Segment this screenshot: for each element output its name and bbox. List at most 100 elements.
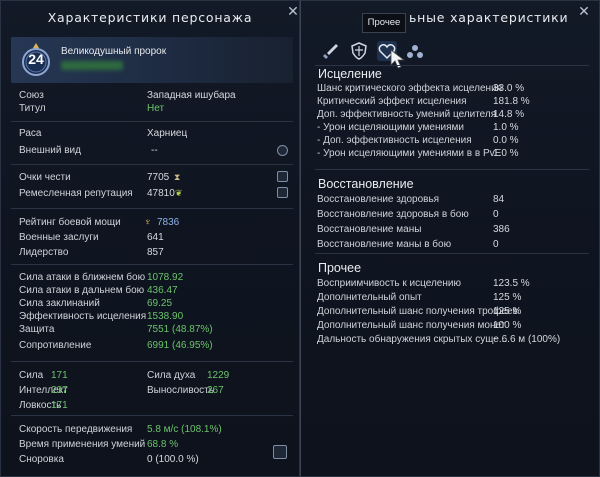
agility-label: Ловкость xyxy=(19,400,62,411)
heal-received-label: Восприимчивость к исцелению xyxy=(317,278,461,289)
divider xyxy=(11,415,293,416)
speed-section: Скорость передвижения 5.8 м/с (108.1%) Вр… xyxy=(11,423,293,466)
combat-section: Сила атаки в ближнем бою 1078.92 Сила ата… xyxy=(11,271,293,352)
spell-value: 69.25 xyxy=(147,298,173,309)
extra-coins-value: 100 % xyxy=(493,320,522,331)
dots-tab-icon[interactable] xyxy=(405,41,425,61)
spell-label: Сила заклинаний xyxy=(19,298,100,309)
divider xyxy=(11,164,293,165)
extra-exp-label: Дополнительный опыт xyxy=(317,292,422,303)
move-speed-label: Скорость передвижения xyxy=(19,424,133,435)
intellect-label: Интеллект xyxy=(19,385,68,396)
extra-loot-value: 125 % xyxy=(493,306,522,317)
trident-icon: ♆ xyxy=(144,217,152,228)
detection-range-value: ~ 6.6 м (100%) xyxy=(493,334,561,345)
heal-damage-value: 1.0 % xyxy=(493,122,519,133)
extra-loot-label: Дополнительный шанс получения трофеев xyxy=(317,306,518,317)
military-section: Рейтинг боевой мощи ♆ 7836 Военные заслуги… xyxy=(11,216,293,259)
hp-regen-value: 84 xyxy=(493,194,505,205)
cast-time-value: 68.8 % xyxy=(147,439,179,450)
leadership-value: 857 xyxy=(147,247,164,258)
stamina-label: Выносливость xyxy=(147,385,214,396)
divider xyxy=(11,121,293,122)
gear-score-label: Рейтинг боевой мощи xyxy=(19,217,121,228)
panel-title: ьные характеристики xyxy=(409,10,569,25)
extra-coins-label: Дополнительный шанс получения монет xyxy=(317,320,506,331)
shop-cart-icon[interactable] xyxy=(277,171,288,182)
faction-label: Союз xyxy=(19,90,44,101)
heal-eff-value: 1538.90 xyxy=(147,311,184,322)
mp-regen-combat-label: Восстановление маны в бою xyxy=(317,239,452,250)
refresh-icon[interactable] xyxy=(277,145,288,156)
intellect-value: 237 xyxy=(51,385,68,396)
hp-regen-label: Восстановление здоровья xyxy=(317,194,440,205)
crit-heal-effect-value: 181.8 % xyxy=(493,96,530,107)
hp-regen-combat-value: 0 xyxy=(493,209,499,220)
close-icon[interactable]: ✕ xyxy=(287,3,299,19)
honor-value: 7705 xyxy=(147,172,170,183)
extra-heal-eff-value: 0.0 % xyxy=(493,135,519,146)
ranged-value: 436.47 xyxy=(147,285,178,296)
healer-eff-value: 14.8 % xyxy=(493,109,525,120)
list-icon[interactable] xyxy=(273,445,287,459)
shield-tab-icon[interactable] xyxy=(349,41,369,61)
melee-label: Сила атаки в ближнем бою xyxy=(19,272,146,283)
appearance-label: Внешний вид xyxy=(19,145,81,156)
heal-damage-label: - Урон исцеляющими умениями xyxy=(317,122,464,133)
heal-received-value: 123.5 % xyxy=(493,278,530,289)
character-name: Великодушный пророк xyxy=(61,46,167,57)
heal-eff-label: Эффективность исцеления xyxy=(19,311,147,322)
shop-cart-icon[interactable] xyxy=(277,187,288,198)
military-merit-value: 641 xyxy=(147,232,164,243)
mp-regen-combat-value: 0 xyxy=(493,239,499,250)
regen-heading: Восстановление xyxy=(318,177,414,191)
craft-rep-value: 47810 xyxy=(147,188,175,199)
other-section: Восприимчивость к исцелению 123.5 % Допол… xyxy=(313,277,591,346)
title-label: Титул xyxy=(19,103,46,114)
divider xyxy=(11,208,293,209)
cursor-icon xyxy=(390,49,406,69)
melee-value: 1078.92 xyxy=(147,272,184,283)
cast-time-label: Время применения умений xyxy=(19,439,146,450)
defense-value: 7551 (48.87%) xyxy=(147,324,213,335)
strength-label: Сила xyxy=(19,370,44,381)
divider xyxy=(315,169,589,170)
resist-value: 6991 (46.95%) xyxy=(147,340,213,351)
hp-regen-combat-label: Восстановление здоровья в бою xyxy=(317,209,469,220)
race-value: Харниец xyxy=(147,128,188,139)
spirit-value: 1229 xyxy=(207,370,230,381)
agility-value: 171 xyxy=(51,400,68,411)
crit-heal-effect-label: Критический эффект исцеления xyxy=(317,96,467,107)
panel-title: Характеристики персонажа xyxy=(47,10,253,25)
regen-section: Восстановление здоровья 84 Восстановление… xyxy=(313,193,591,251)
extra-exp-value: 125 % xyxy=(493,292,522,303)
leadership-label: Лидерство xyxy=(19,247,69,258)
other-heading: Прочее xyxy=(318,261,362,275)
attributes-section: Сила 171 Сила духа 1229 Интеллект 237 Выносли… xyxy=(11,369,293,412)
character-subtitle-blurred xyxy=(61,61,123,70)
extra-heal-eff-label: - Доп. эффективность исцеления xyxy=(317,135,472,146)
additional-stats-panel: ьные характеристики ✕ Прочее Исцеление Ш… xyxy=(300,0,600,477)
agility-mastery-value: 0 (100.0 %) xyxy=(147,454,199,465)
close-icon[interactable]: ✕ xyxy=(578,3,590,19)
detection-range-label: Дальность обнаружения скрытых суще... xyxy=(317,334,508,345)
reputation-section: Очки чести 7705 ⧗ Ремесленная репутация 478… xyxy=(11,171,293,200)
race-label: Раса xyxy=(19,128,42,139)
appearance-section: Раса Харниец Внешний вид -- xyxy=(11,127,293,157)
military-merit-label: Военные заслуги xyxy=(19,232,99,243)
sword-tab-icon[interactable] xyxy=(321,41,341,61)
mp-regen-value: 386 xyxy=(493,224,510,235)
defense-label: Защита xyxy=(19,324,55,335)
tab-tooltip: Прочее xyxy=(362,13,406,33)
info-section: Союз Западная ишубара Титул Нет xyxy=(11,89,293,115)
wings-icon: ❦ xyxy=(175,188,183,198)
faction-value: Западная ишубара xyxy=(147,90,236,101)
divider xyxy=(315,253,589,254)
healing-heading: Исцеление xyxy=(318,67,382,81)
healing-section: Шанс критического эффекта исцеления 33.0 … xyxy=(313,82,591,160)
strength-value: 171 xyxy=(51,370,68,381)
level-emblem-icon xyxy=(19,41,53,77)
heal-damage-pve-label: - Урон исцеляющими умениями в в PvE xyxy=(317,148,502,159)
appearance-value: -- xyxy=(151,145,158,156)
character-header: 24 Великодушный пророк xyxy=(11,37,293,83)
